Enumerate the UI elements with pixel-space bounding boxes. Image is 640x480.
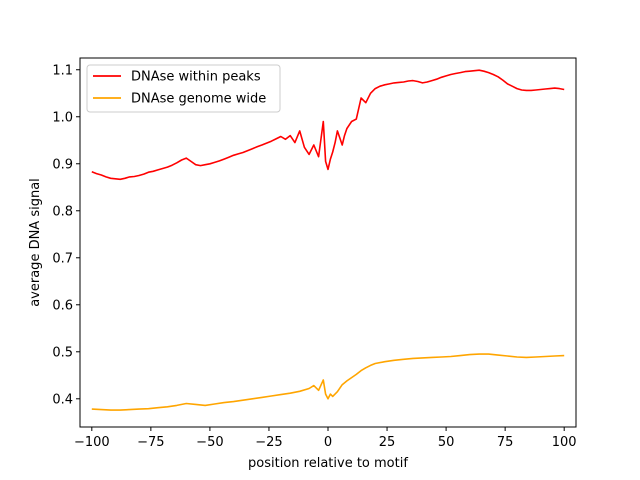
series-line-1 [91,69,565,181]
legend: DNAse within peaks DNAse genome wide [86,64,281,113]
legend-label-2: DNAse genome wide [131,92,266,107]
y-tick-label: 1.1 [52,63,73,78]
plot-area-frame [79,57,577,428]
x-tick-label: 50 [438,435,455,450]
x-tick-label: −75 [137,435,164,450]
y-tick-label: 0.9 [52,157,73,172]
x-tick-label: −100 [74,435,110,450]
x-tick-label: 25 [379,435,396,450]
y-tick-label: 0.6 [52,298,73,313]
y-tick-label: 0.8 [52,204,73,219]
y-axis-label: average DNA signal [28,178,43,307]
y-axis: 0.4 0.5 0.6 0.7 0.8 0.9 1.0 1.1 [52,63,80,407]
legend-box [86,64,281,113]
legend-label-1: DNAse within peaks [131,70,261,85]
y-tick-label: 0.4 [52,392,73,407]
x-tick-label: −25 [255,435,282,450]
y-tick-label: 0.5 [52,345,73,360]
series-line-2 [91,353,565,411]
x-tick-label: 0 [324,435,332,450]
x-tick-label: 100 [552,435,577,450]
x-axis-label: position relative to motif [248,456,408,471]
plot-lines [91,69,565,411]
y-tick-label: 1.0 [52,110,73,125]
y-tick-label: 0.7 [52,251,73,266]
x-axis: −100 −75 −50 −25 0 25 50 75 100 [74,427,577,450]
x-tick-label: −50 [196,435,223,450]
x-tick-label: 75 [497,435,514,450]
